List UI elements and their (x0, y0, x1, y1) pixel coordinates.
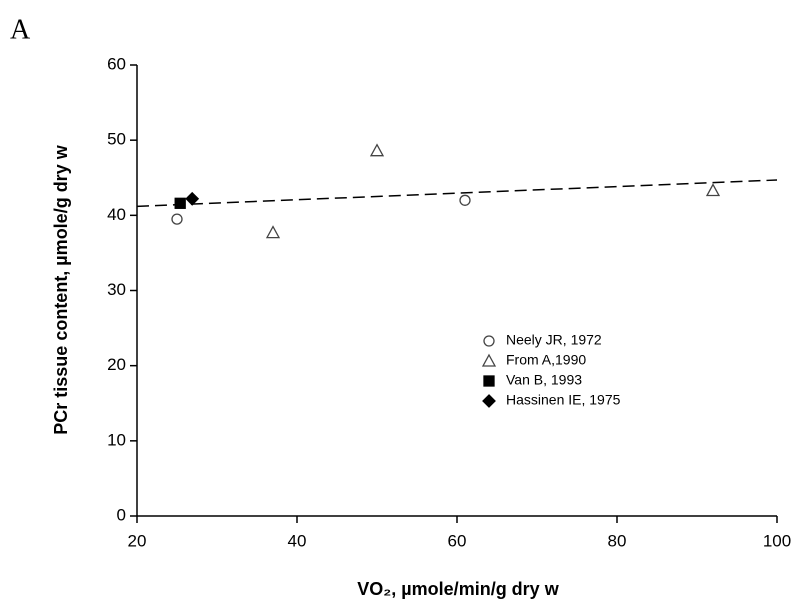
x-axis-label: VO₂, µmole/min/g dry w (357, 579, 559, 599)
x-tick-label: 60 (448, 531, 467, 550)
legend-marker (483, 375, 495, 387)
legend-marker (483, 335, 495, 347)
legend-label: Van B, 1993 (506, 372, 582, 388)
y-tick-label: 0 (117, 505, 126, 524)
y-axis-label: PCr tissue content, µmole/g dry w (51, 144, 71, 434)
x-tick-label: 80 (608, 531, 627, 550)
legend-marker (482, 394, 496, 408)
point (171, 213, 183, 225)
trendline (136, 179, 778, 208)
point (174, 197, 186, 209)
point (705, 183, 721, 197)
x-tick-label: 20 (128, 531, 147, 550)
legend-label: Hassinen IE, 1975 (506, 392, 621, 408)
y-tick-label: 20 (107, 355, 126, 374)
point (459, 194, 471, 206)
legend-label: From A,1990 (506, 352, 586, 368)
legend-marker (481, 353, 497, 367)
y-tick-label: 50 (107, 130, 126, 149)
y-tick-label: 30 (107, 280, 126, 299)
legend-label: Neely JR, 1972 (506, 332, 602, 348)
x-tick-label: 100 (763, 531, 791, 550)
y-tick-label: 60 (107, 54, 126, 73)
x-tick-label: 40 (288, 531, 307, 550)
point (265, 225, 281, 239)
y-tick-label: 10 (107, 430, 126, 449)
panel-label: A (10, 14, 31, 45)
point (185, 191, 200, 206)
y-tick-label: 40 (107, 205, 126, 224)
point (369, 143, 385, 157)
